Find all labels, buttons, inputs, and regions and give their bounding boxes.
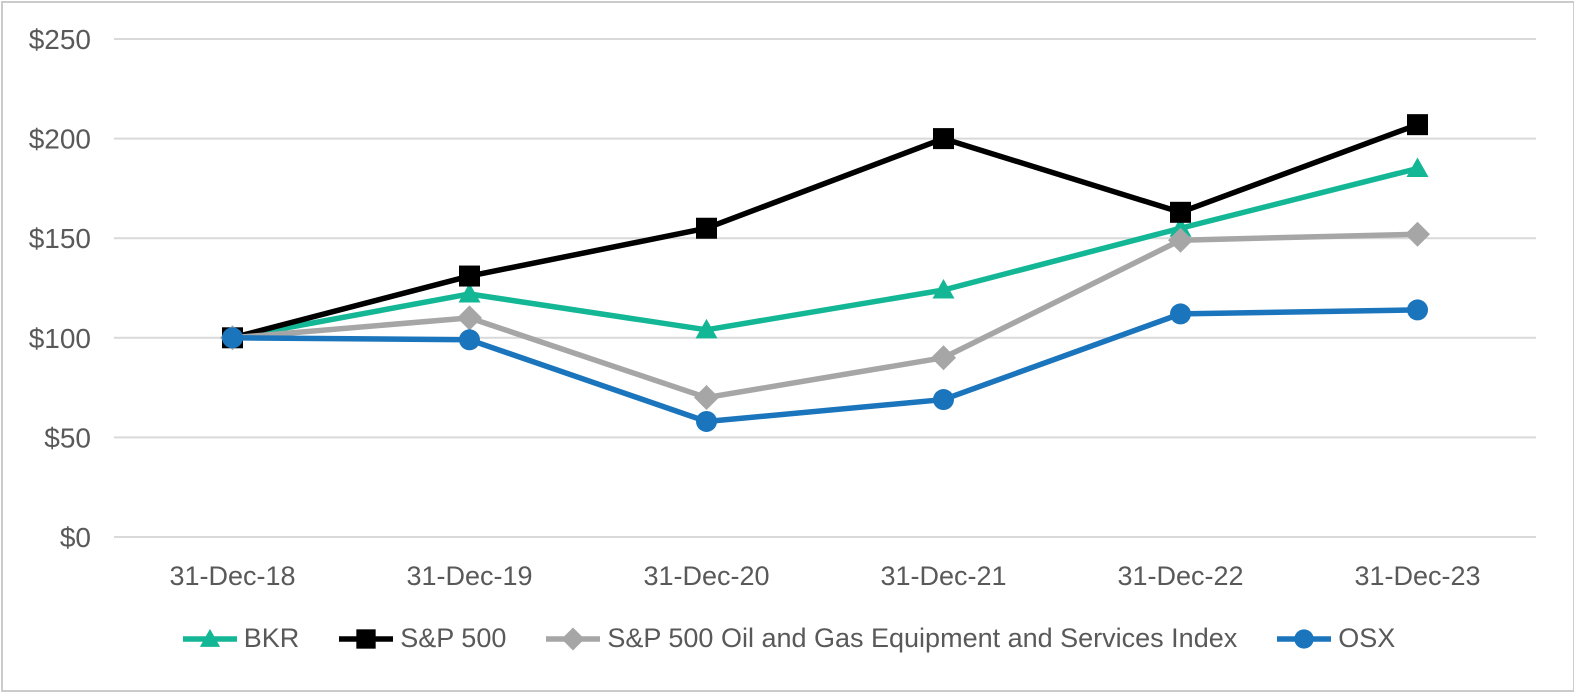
data-point-bkr xyxy=(1406,157,1429,177)
data-point-s-p-500 xyxy=(459,265,480,287)
legend-label-osx: OSX xyxy=(1338,623,1396,653)
data-point-bkr xyxy=(695,318,718,339)
circle-marker-icon xyxy=(1277,628,1332,649)
triangle-marker-icon xyxy=(182,628,237,647)
data-point-s-p-500-oil-and-gas-equipment-and-services-index xyxy=(1168,227,1193,253)
data-point-s-p-500 xyxy=(696,217,717,239)
data-point-osx xyxy=(1170,303,1191,325)
y-axis-tick-label: $200 xyxy=(29,124,91,155)
data-point-s-p-500-oil-and-gas-equipment-and-services-index xyxy=(694,385,719,411)
y-axis-tick-label: $50 xyxy=(44,422,91,453)
chart-legend: BKR S&P 500 S&P 500 Oil and Gas Equipment … xyxy=(3,623,1573,654)
x-axis-tick-label: 31-Dec-20 xyxy=(643,561,769,591)
data-point-bkr xyxy=(1169,217,1192,237)
data-point-s-p-500 xyxy=(1407,114,1428,136)
legend-label-s-p-500-oil-and-gas-equipment-and-services-index: S&P 500 Oil and Gas Equipment and Servic… xyxy=(607,623,1238,653)
x-axis-tick-label: 31-Dec-22 xyxy=(1117,561,1243,591)
legend-item-s-p-500-oil-and-gas-equipment-and-services-index: S&P 500 Oil and Gas Equipment and Servic… xyxy=(544,623,1237,654)
data-point-s-p-500 xyxy=(933,128,954,150)
x-axis-tick-label: 31-Dec-21 xyxy=(880,561,1006,591)
data-point-osx xyxy=(933,389,954,411)
x-axis-tick-label: 31-Dec-18 xyxy=(169,561,295,591)
legend-marker-bkr xyxy=(199,628,220,647)
legend-label-s-p-500: S&P 500 xyxy=(400,623,507,653)
x-axis-tick-label: 31-Dec-19 xyxy=(406,561,532,591)
data-point-s-p-500 xyxy=(1170,201,1191,223)
performance-line-chart-canvas: $0 $50 $100 $150 $200 $250 31-Dec-18 31-Dec-19 3… xyxy=(29,24,1536,591)
square-marker-icon xyxy=(339,628,394,649)
data-point-osx xyxy=(1407,299,1428,321)
legend-item-s-p-500: S&P 500 xyxy=(337,623,506,654)
y-axis-tick-label: $0 xyxy=(60,522,91,553)
legend-item-osx: OSX xyxy=(1275,623,1395,654)
data-point-osx xyxy=(696,410,717,432)
data-point-s-p-500-oil-and-gas-equipment-and-services-index xyxy=(931,345,956,371)
legend-marker-s-p-500-oil-and-gas-equipment-and-services-index xyxy=(561,627,585,650)
y-axis-tick-label: $150 xyxy=(29,223,91,254)
series-line-osx xyxy=(232,307,1418,425)
x-axis-tick-label: 31-Dec-23 xyxy=(1354,561,1480,591)
legend-item-bkr: BKR xyxy=(181,623,300,654)
legend-label-bkr: BKR xyxy=(243,623,300,653)
series-line-s-p-500-oil-and-gas-equipment-and-services-index xyxy=(232,231,1418,401)
series-line-s-p-500 xyxy=(231,122,1419,341)
y-axis-tick-label: $250 xyxy=(29,24,91,55)
series-line-bkr xyxy=(231,165,1419,341)
data-point-osx xyxy=(222,327,243,349)
data-point-s-p-500-oil-and-gas-equipment-and-services-index xyxy=(457,305,482,331)
data-point-bkr xyxy=(458,282,481,303)
data-point-bkr xyxy=(932,278,955,299)
legend-marker-s-p-500 xyxy=(356,628,376,649)
y-axis-tick-label: $100 xyxy=(29,323,91,354)
data-point-s-p-500-oil-and-gas-equipment-and-services-index xyxy=(1405,221,1430,247)
diamond-marker-icon xyxy=(546,627,601,650)
legend-marker-osx xyxy=(1294,628,1314,649)
data-point-osx xyxy=(459,329,480,351)
